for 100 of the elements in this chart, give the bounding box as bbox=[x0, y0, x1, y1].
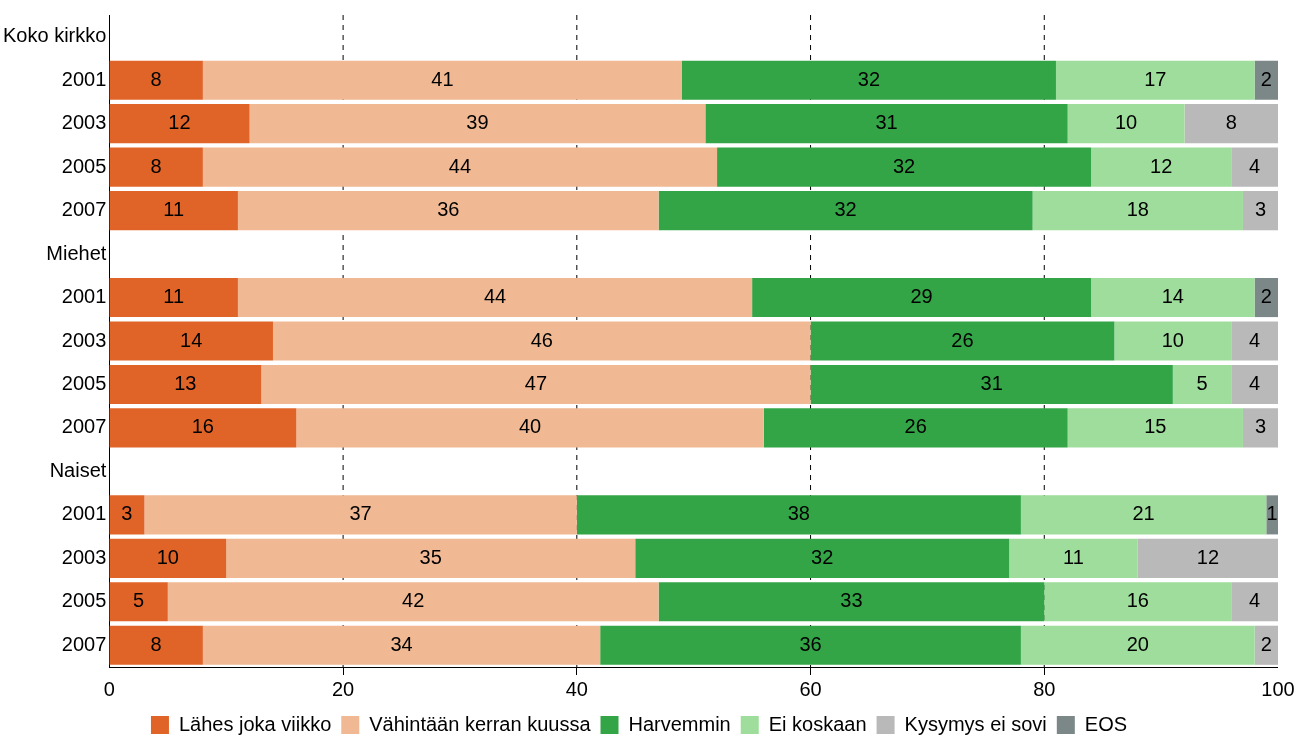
data-label: 35 bbox=[419, 545, 442, 568]
bar bbox=[109, 582, 168, 622]
y-tick-label: 2001 bbox=[61, 67, 107, 90]
bar bbox=[1242, 408, 1278, 448]
bar bbox=[261, 364, 811, 405]
bar bbox=[1091, 277, 1255, 318]
bar bbox=[763, 408, 1068, 448]
x-tick-label: 60 bbox=[799, 677, 822, 700]
y-tick-label: Naiset bbox=[49, 458, 107, 481]
bar bbox=[1044, 582, 1232, 622]
bar bbox=[109, 364, 262, 405]
x-tick-label: 40 bbox=[565, 677, 588, 700]
data-label: 32 bbox=[834, 198, 857, 221]
bar bbox=[1254, 60, 1278, 100]
data-label: 13 bbox=[174, 371, 197, 394]
data-label: 11 bbox=[163, 198, 185, 221]
data-label: 44 bbox=[448, 154, 472, 177]
y-tick-label: 2007 bbox=[61, 198, 107, 221]
data-label: 31 bbox=[980, 371, 1003, 394]
bar bbox=[272, 321, 811, 361]
bar bbox=[249, 104, 706, 144]
y-tick-label: 2003 bbox=[61, 111, 107, 134]
bar bbox=[109, 538, 227, 578]
data-label: 5 bbox=[1196, 371, 1208, 394]
bar bbox=[1254, 625, 1278, 665]
data-label: 8 bbox=[150, 154, 162, 177]
bar bbox=[167, 582, 659, 622]
data-label: 4 bbox=[1249, 328, 1261, 351]
data-label: 14 bbox=[1161, 285, 1184, 308]
data-label: 12 bbox=[168, 111, 191, 134]
bar bbox=[717, 147, 1092, 187]
y-tick-label: 2005 bbox=[61, 589, 107, 612]
bar bbox=[810, 321, 1115, 361]
y-tick-label: 2005 bbox=[61, 371, 107, 394]
y-tick-label: 2001 bbox=[61, 285, 107, 308]
data-label: 4 bbox=[1249, 371, 1261, 394]
bar bbox=[237, 277, 753, 318]
data-label: 46 bbox=[530, 328, 553, 351]
y-tick-label: 2007 bbox=[61, 632, 107, 655]
data-label: 8 bbox=[150, 632, 162, 655]
bar bbox=[1114, 321, 1232, 361]
bar bbox=[1055, 60, 1255, 100]
data-label: 40 bbox=[518, 415, 542, 438]
data-label: 12 bbox=[1150, 154, 1173, 177]
data-label: 32 bbox=[811, 545, 834, 568]
bar bbox=[296, 408, 764, 448]
data-label: 32 bbox=[857, 67, 881, 90]
legend-label: Kysymys ei sovi bbox=[904, 712, 1047, 735]
data-label: 8 bbox=[150, 67, 162, 90]
data-label: 10 bbox=[1114, 111, 1138, 134]
bar bbox=[1184, 104, 1278, 144]
data-label: 3 bbox=[121, 502, 133, 525]
x-tick-label: 80 bbox=[1033, 677, 1056, 700]
y-tick-label: Miehet bbox=[46, 241, 107, 264]
y-tick-label: 2003 bbox=[61, 328, 107, 351]
bar bbox=[682, 60, 1056, 100]
data-label: 14 bbox=[180, 328, 203, 351]
x-tick-label: 20 bbox=[331, 677, 355, 700]
data-label: 1 bbox=[1266, 502, 1278, 525]
bar bbox=[202, 147, 718, 187]
bar bbox=[1231, 582, 1278, 622]
bar bbox=[1032, 191, 1243, 231]
data-label: 47 bbox=[524, 371, 548, 394]
data-label: 8 bbox=[1225, 111, 1237, 134]
data-label: 2 bbox=[1260, 67, 1272, 90]
data-label: 34 bbox=[390, 632, 413, 655]
data-label: 26 bbox=[904, 415, 927, 438]
bar bbox=[109, 104, 250, 144]
bar bbox=[1067, 408, 1243, 448]
bar bbox=[1091, 147, 1232, 187]
bar bbox=[1020, 495, 1267, 535]
bar bbox=[635, 538, 1010, 578]
bar bbox=[658, 191, 1033, 231]
data-label: 29 bbox=[910, 285, 933, 308]
data-label: 11 bbox=[1063, 545, 1084, 568]
bar bbox=[752, 277, 1092, 318]
data-label: 12 bbox=[1196, 545, 1220, 568]
data-label: 4 bbox=[1249, 154, 1261, 177]
y-tick-label: 2001 bbox=[61, 502, 107, 525]
data-label: 44 bbox=[483, 285, 507, 308]
y-tick-label: 2005 bbox=[61, 154, 107, 177]
data-label: 16 bbox=[1126, 589, 1149, 612]
legend-label: Vähintään kerran kuussa bbox=[369, 712, 592, 735]
data-label: 16 bbox=[191, 415, 214, 438]
data-label: 15 bbox=[1144, 415, 1167, 438]
bar bbox=[109, 408, 297, 448]
legend-label: Lähes joka viikko bbox=[178, 712, 332, 735]
bar bbox=[1020, 625, 1255, 665]
bar bbox=[109, 60, 203, 100]
bar bbox=[1172, 364, 1232, 405]
bar bbox=[705, 104, 1068, 144]
x-tick-label: 0 bbox=[103, 677, 115, 700]
data-label: 2 bbox=[1260, 285, 1272, 308]
data-label: 26 bbox=[951, 328, 974, 351]
bar bbox=[109, 277, 238, 318]
bar bbox=[202, 625, 601, 665]
data-label: 3 bbox=[1254, 415, 1267, 438]
bar bbox=[202, 60, 682, 100]
bar bbox=[1242, 191, 1278, 231]
data-label: 4 bbox=[1249, 589, 1261, 612]
